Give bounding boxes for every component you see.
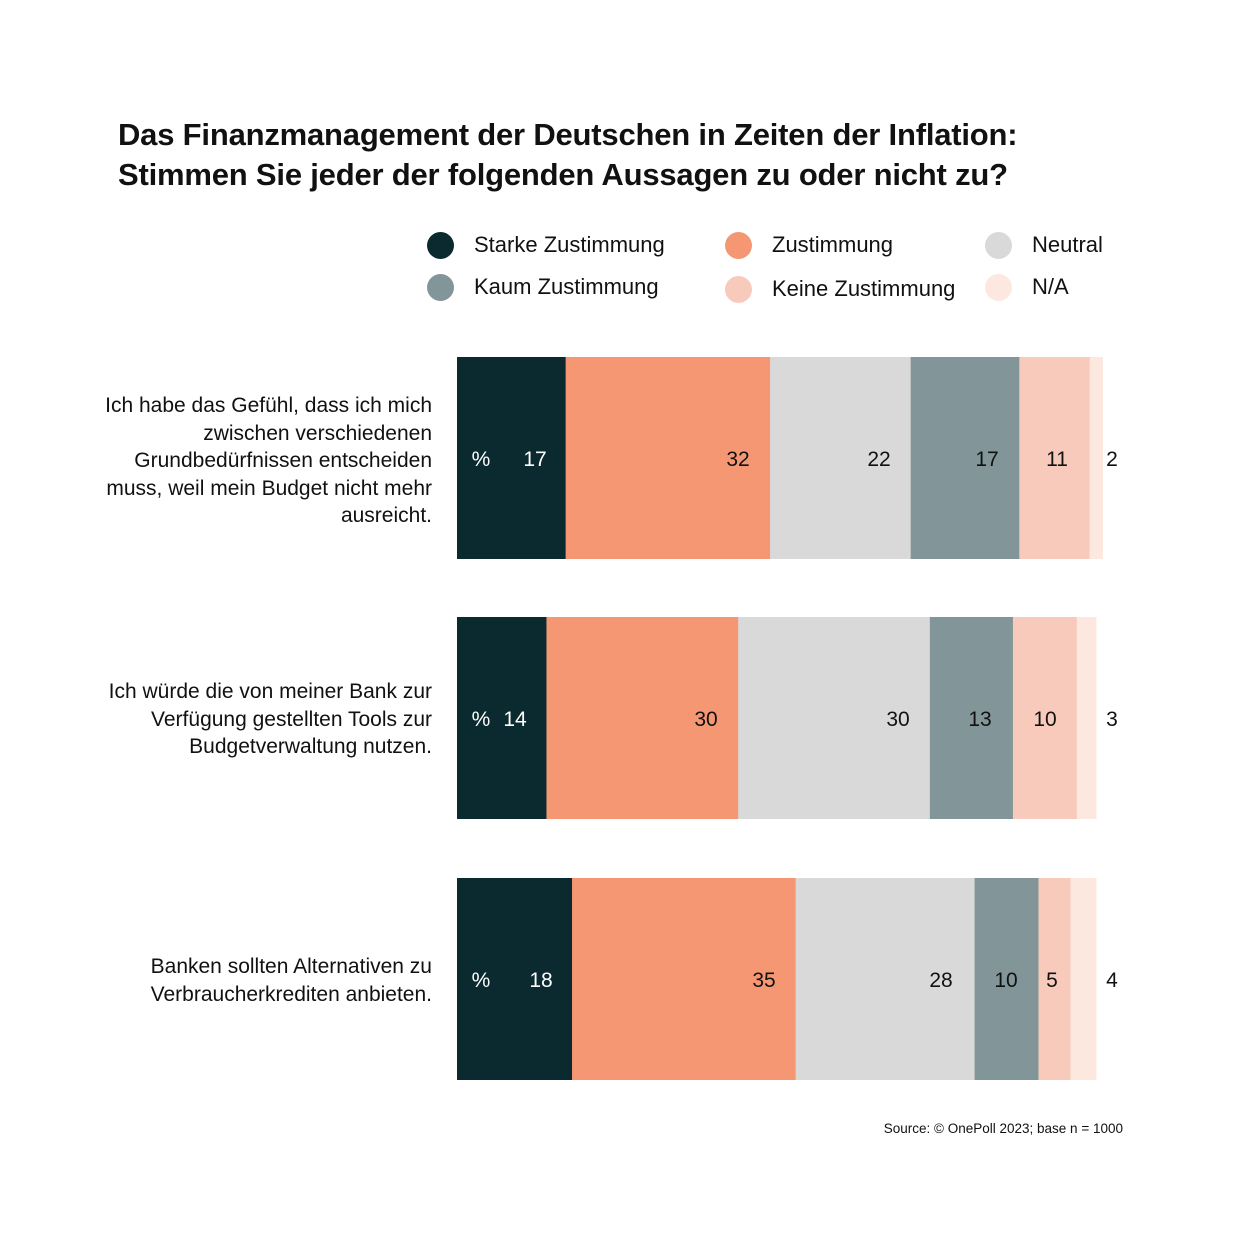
value-label-3-4: 10 [994,969,1017,992]
bar-segment-1-3 [770,357,912,559]
bar-segment-1-1 [457,357,567,559]
bar-segment-3-4 [974,878,1039,1080]
bar-segment-3-3 [795,878,976,1080]
bar-segment-2-4 [929,617,1014,819]
legend-label: N/A [1032,274,1069,299]
percent-marker: % [472,708,491,731]
value-label-3-2: 35 [752,969,775,992]
value-label-1-6: 2 [1106,448,1118,471]
legend-item-na: N/A [985,272,1069,302]
legend-swatch [725,231,752,259]
chart-title: Das Finanzmanagement der Deutschen in Ze… [118,115,1168,195]
bar-segment-2-6 [1076,617,1097,819]
legend-item-zustimmung: Zustimmung [725,230,893,260]
legend-label: Zustimmung [772,232,894,257]
bar-segment-1-6 [1089,357,1103,559]
legend-item-neutral: Neutral [985,230,1103,260]
value-label-2-3: 30 [886,708,909,731]
source-note: Source: © OnePoll 2023; base n = 1000 [883,1121,1123,1136]
legend-label: Neutral [1032,232,1103,257]
value-label-2-1: 14 [503,708,527,731]
value-label-1-1: 17 [523,448,546,471]
legend-label: Kaum Zustimmung [474,274,659,299]
legend-swatch [985,273,1012,301]
percent-marker: % [472,448,491,471]
value-label-1-4: 17 [975,448,998,471]
legend-label: Starke Zustimmung [474,232,665,257]
value-label-1-2: 32 [726,448,749,471]
legend-swatch [985,231,1012,259]
value-label-2-6: 3 [1106,708,1118,731]
bar-segment-2-1 [457,617,547,819]
value-label-2-5: 10 [1033,708,1056,731]
bar-segment-3-5 [1038,878,1071,1080]
legend-item-keine-zustimmung: Keine Zustimmung [725,274,955,304]
question-label-2: Ich würde die von meiner Bank zur Verfüg… [108,680,432,759]
legend-swatch [427,231,454,259]
bar-segment-2-5 [1012,617,1078,819]
question-label-3: Banken sollten Alternativen zu Verbrauch… [150,955,432,1006]
percent-marker: % [472,969,491,992]
chart-title-line-2: Stimmen Sie jeder der folgenden Aussagen… [118,157,1008,192]
legend-swatch [427,273,454,301]
value-label-1-5: 11 [1046,448,1068,471]
question-label-1: Ich habe das Gefühl, dass ich mich zwisc… [105,394,432,528]
chart-title-line-1: Das Finanzmanagement der Deutschen in Ze… [118,117,1018,152]
legend-swatch [725,275,752,303]
value-label-3-1: 18 [529,969,552,992]
bar-segment-1-5 [1019,357,1091,559]
value-label-1-3: 22 [867,448,890,471]
bar-segment-3-1 [457,878,573,1080]
bar-segment-1-4 [910,357,1020,559]
value-label-2-2: 30 [694,708,717,731]
bar-segment-3-2 [572,878,797,1080]
legend-item-kaum-zustimmung: Kaum Zustimmung [427,272,659,302]
bar-segment-1-2 [565,357,771,559]
bar-segment-2-2 [546,617,739,819]
bar-segment-3-6 [1070,878,1097,1080]
value-label-3-5: 5 [1046,969,1058,992]
legend-item-starke-zustimmung: Starke Zustimmung [427,230,665,260]
value-label-3-6: 4 [1106,969,1118,992]
legend-label: Keine Zustimmung [772,276,956,301]
value-label-3-3: 28 [929,969,952,992]
value-label-2-4: 13 [968,708,991,731]
bar-segment-2-3 [738,617,931,819]
